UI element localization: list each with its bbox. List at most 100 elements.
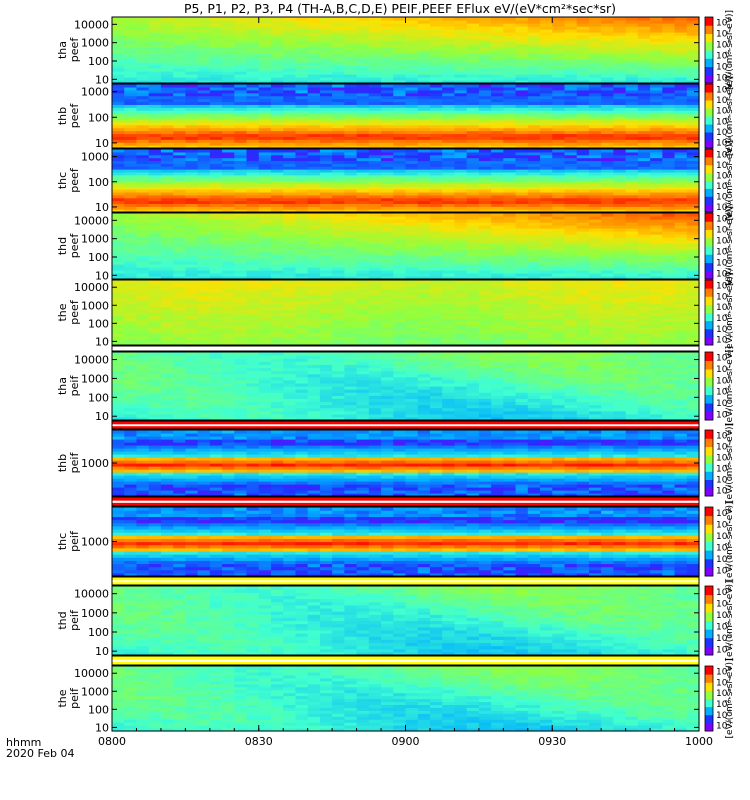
spectrogram-cell	[295, 56, 309, 60]
spectrogram-cell	[270, 118, 284, 123]
spectrogram-cell	[674, 339, 688, 343]
spectrogram-cell	[319, 145, 333, 149]
spectrogram-cell	[307, 166, 321, 170]
spectrogram-cell	[637, 318, 651, 322]
spectrogram-cell	[222, 219, 235, 223]
spectrogram-cell	[197, 276, 211, 280]
spectrogram-cell	[601, 89, 614, 94]
spectrogram-cell	[405, 171, 419, 176]
spectrogram-cell	[686, 312, 700, 317]
spectrogram-cell	[527, 149, 541, 153]
spectrogram-cell	[540, 65, 553, 69]
spectrogram-cell	[637, 65, 651, 69]
spectrogram-cell	[160, 53, 174, 57]
spectrogram-cell	[136, 38, 150, 42]
spectrogram-cell	[124, 228, 138, 232]
spectrogram-cell	[552, 89, 566, 94]
spectrogram-cell	[368, 133, 382, 137]
spectrogram-cell	[417, 98, 431, 103]
spectrogram-cell	[197, 206, 211, 210]
spectrogram-cell	[124, 35, 138, 39]
colorbar-segment	[705, 172, 713, 181]
spectrogram-cell	[478, 77, 492, 81]
spectrogram-cell	[552, 264, 566, 268]
spectrogram-cell	[283, 74, 297, 78]
spectrogram-cell	[515, 189, 529, 193]
spectrogram-cell	[246, 151, 260, 156]
spectrogram-cell	[197, 321, 211, 325]
spectrogram-cell	[234, 71, 248, 75]
spectrogram-cell	[295, 74, 309, 78]
spectrogram-cell	[527, 203, 541, 207]
spectrogram-cell	[160, 171, 174, 176]
spectrogram-cell	[552, 35, 566, 39]
spectrogram-cell	[160, 116, 174, 120]
spectrogram-cell	[136, 321, 150, 325]
spectrogram-cell	[564, 258, 578, 262]
spectrogram-cell	[674, 71, 688, 75]
spectrogram-cell	[442, 104, 456, 108]
spectrogram-cell	[564, 113, 578, 117]
spectrogram-cell	[442, 252, 456, 256]
spectrogram-cell	[283, 95, 297, 100]
spectrogram-cell	[442, 154, 456, 159]
spectrogram-cell	[283, 303, 297, 308]
spectrogram-cell	[466, 200, 480, 205]
spectrogram-cell	[222, 336, 235, 340]
spectrogram-cell	[405, 321, 419, 325]
spectrogram-cell	[160, 315, 174, 319]
spectrogram-cell	[283, 92, 297, 97]
spectrogram-cell	[576, 333, 590, 337]
spectrogram-cell	[625, 327, 639, 331]
spectrogram-cell	[650, 101, 663, 105]
spectrogram-cell	[442, 116, 456, 120]
spectrogram-cell	[283, 113, 297, 117]
spectrogram-cell	[429, 306, 443, 311]
spectrogram-cell	[650, 183, 663, 187]
spectrogram-cell	[674, 92, 688, 97]
spectrogram-cell	[307, 17, 321, 21]
spectrogram-cell	[344, 342, 358, 346]
spectrogram-cell	[319, 50, 333, 54]
spectrogram-cell	[637, 62, 651, 66]
spectrogram-cell	[662, 315, 676, 319]
spectrogram-cell	[393, 50, 407, 54]
spectrogram-cell	[686, 222, 700, 226]
spectrogram-cell	[332, 315, 345, 319]
spectrogram-cell	[454, 80, 468, 84]
spectrogram-cell	[246, 219, 260, 223]
spectrogram-cell	[270, 264, 284, 268]
spectrogram-cell	[209, 249, 223, 253]
spectrogram-cell	[613, 240, 627, 244]
spectrogram-cell	[283, 44, 297, 48]
spectrogram-cell	[148, 273, 162, 277]
spectrogram-cell	[307, 62, 321, 66]
spectrogram-cell	[637, 163, 651, 167]
spectrogram-cell	[148, 315, 162, 319]
spectrogram-cell	[112, 86, 125, 91]
spectrogram-cell	[686, 74, 700, 78]
spectrogram-cell	[112, 56, 125, 60]
spectrogram-cell	[515, 342, 529, 346]
spectrogram-cell	[332, 191, 345, 196]
spectrogram-cell	[552, 324, 566, 328]
spectrogram-cell	[588, 213, 602, 217]
spectrogram-cell	[686, 327, 700, 331]
spectrogram-cell	[234, 318, 248, 322]
colorbar-segment	[705, 58, 713, 67]
spectrogram-cell	[454, 276, 468, 280]
spectrogram-cell	[466, 56, 480, 60]
spectrogram-cell	[503, 194, 517, 199]
spectrogram-cell	[637, 68, 651, 72]
spectrogram-cell	[417, 142, 431, 146]
spectrogram-cell	[258, 68, 272, 72]
spectrogram-cell	[552, 309, 566, 314]
spectrogram-cell	[491, 124, 504, 129]
spectrogram-cell	[686, 264, 700, 268]
spectrogram-cell	[527, 113, 541, 117]
spectrogram-cell	[283, 342, 297, 346]
spectrogram-cell	[246, 312, 260, 317]
spectrogram-cell	[601, 166, 614, 170]
spectrogram-cell	[552, 136, 566, 140]
